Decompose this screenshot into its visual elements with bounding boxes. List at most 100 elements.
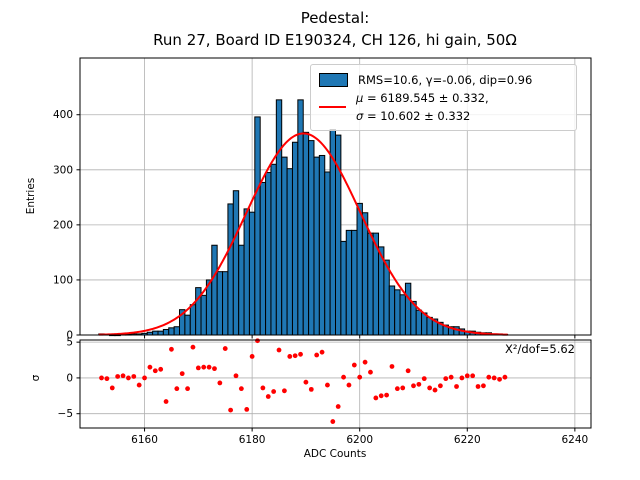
legend-histogram-label: RMS=10.6, γ=-0.06, dip=0.96 <box>358 72 533 87</box>
residual-point <box>271 389 277 394</box>
residual-point <box>481 383 486 389</box>
tick-label: 6240 <box>561 434 588 446</box>
residual-point <box>319 349 325 355</box>
residual-point <box>330 419 336 424</box>
tick-label: 300 <box>53 164 73 176</box>
histogram-bar <box>361 212 369 336</box>
residual-point <box>325 382 330 388</box>
legend-mu-value: = 6189.545 ± 0.332, <box>363 91 489 105</box>
chi2-annotation: X²/dof=5.62 <box>505 342 575 356</box>
residual-point <box>115 374 121 379</box>
residual-point <box>362 359 368 365</box>
histogram-bar <box>222 271 229 336</box>
residual-point <box>400 385 406 391</box>
residual-y-axis-label: σ <box>30 374 42 382</box>
residual-point <box>491 375 497 381</box>
residual-point <box>373 395 379 401</box>
residual-point <box>502 374 508 380</box>
residual-point <box>109 385 115 391</box>
residual-point <box>126 375 131 381</box>
residual-point <box>416 381 422 387</box>
residual-point <box>341 374 346 380</box>
residual-point <box>260 385 266 391</box>
residual-point <box>169 346 174 352</box>
residual-point <box>454 384 459 389</box>
residual-point <box>437 383 443 389</box>
residual-point <box>195 365 201 371</box>
tick-label: 0 <box>66 372 73 384</box>
axes-spines <box>79 57 592 429</box>
panel-spine <box>79 57 592 336</box>
tick-label: 400 <box>53 109 73 121</box>
histogram-bar <box>318 154 326 336</box>
residual-point <box>158 366 164 372</box>
histogram-bar <box>302 131 310 336</box>
histogram-bar <box>259 181 267 336</box>
histogram-bar <box>248 211 256 336</box>
residual-point <box>421 376 427 382</box>
tick-label: 6180 <box>239 434 266 446</box>
legend-fit-line-sample <box>319 106 346 108</box>
legend-sigma-symbol: σ <box>356 109 364 123</box>
residual-point <box>238 386 244 392</box>
histogram-bar <box>356 202 363 336</box>
histogram-bar <box>286 168 293 336</box>
residual-point <box>346 382 352 388</box>
histogram-bar <box>168 327 175 336</box>
histogram-bar <box>211 244 218 336</box>
histogram-bar <box>426 316 433 336</box>
residual-point <box>282 388 287 394</box>
tick-label: 6200 <box>346 434 373 446</box>
residual-point <box>497 376 502 382</box>
histogram-bar <box>388 285 396 336</box>
residual-point <box>427 385 433 391</box>
histogram-bar <box>189 304 197 336</box>
legend-box: RMS=10.6, γ=-0.06, dip=0.96 μ = 6189.545… <box>310 64 577 131</box>
title-line-1: Pedestal: <box>300 9 370 27</box>
residual-point <box>335 404 341 409</box>
histogram-bar <box>383 259 390 336</box>
histogram-bar <box>254 116 261 336</box>
residual-point <box>303 379 309 385</box>
residual-point <box>368 369 373 375</box>
residual-point <box>147 364 153 370</box>
histogram-bar <box>281 156 288 336</box>
residual-point <box>222 346 228 351</box>
residual-point <box>265 394 271 399</box>
residual-point <box>201 364 207 370</box>
histogram-bar <box>216 271 224 336</box>
residual-point <box>389 364 395 369</box>
residual-point <box>185 386 190 392</box>
residual-point <box>384 392 389 398</box>
residual-point <box>276 347 282 353</box>
histogram-bar <box>313 156 320 336</box>
residual-point <box>394 386 400 392</box>
residual-point <box>459 375 465 381</box>
residual-point <box>99 375 104 381</box>
tick-label: 100 <box>53 274 73 286</box>
residual-point <box>443 376 449 382</box>
residual-point <box>287 354 293 359</box>
histogram-bar <box>399 294 406 336</box>
histogram-bar <box>308 140 315 336</box>
histogram-bar <box>265 172 272 336</box>
tick-label: 6160 <box>131 434 158 446</box>
residual-point <box>298 351 303 357</box>
residual-point <box>244 406 250 412</box>
residual-point <box>432 387 438 393</box>
residual-point <box>174 386 180 392</box>
residual-point <box>470 373 476 379</box>
tick-label: 0 <box>66 330 73 342</box>
residual-point <box>464 373 470 379</box>
residual-point <box>120 373 126 379</box>
histogram-bar <box>404 282 412 336</box>
histogram-bar <box>324 171 331 336</box>
residual-point <box>292 353 298 359</box>
residual-point <box>152 368 158 374</box>
histogram-bar <box>243 208 250 336</box>
tick-label: 200 <box>53 219 73 231</box>
gaussian-fit-line <box>98 132 508 336</box>
legend-histogram-swatch <box>319 72 348 87</box>
